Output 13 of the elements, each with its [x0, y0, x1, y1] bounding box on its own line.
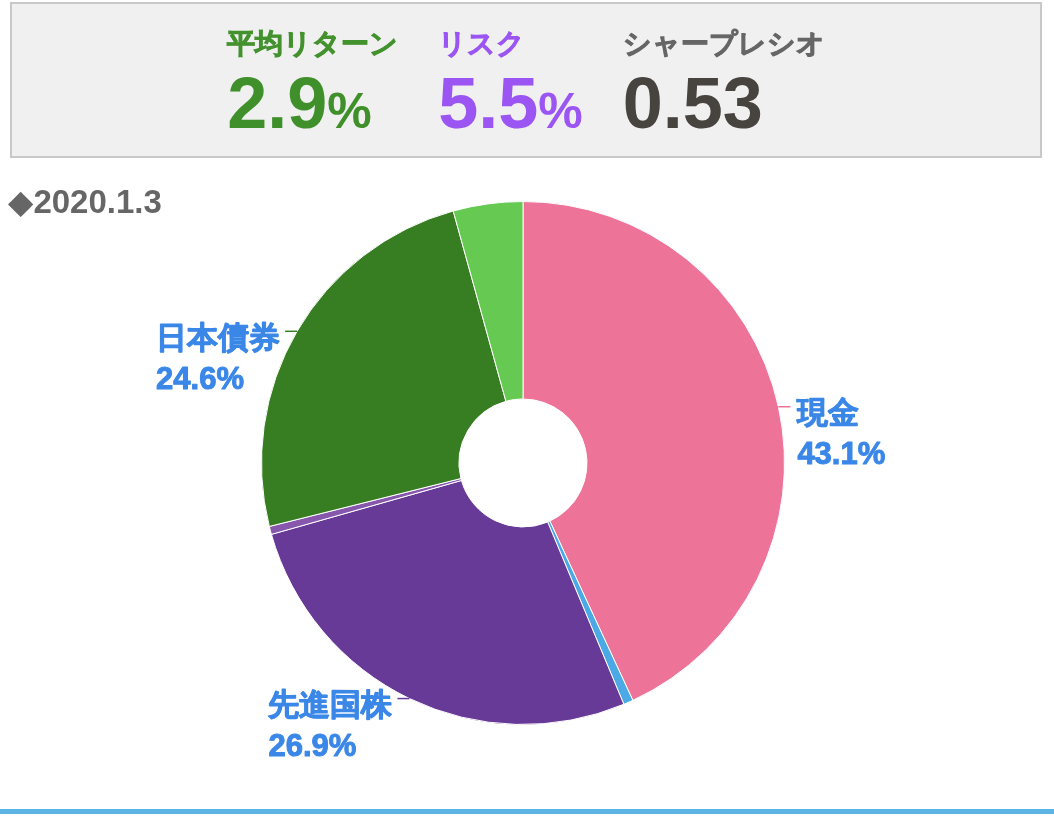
category-label: リスク [438, 27, 526, 61]
text: 0.53 [622, 63, 763, 143]
text: 2.9% [227, 63, 372, 143]
slice-label: 現金 [796, 395, 860, 431]
category-label: 平均リターン [227, 27, 399, 61]
data-label: 26.9% [268, 728, 357, 764]
slice-label: 日本債券 [156, 319, 281, 355]
data-label: 24.6% [156, 360, 244, 396]
category-label: シャープレシオ [622, 27, 825, 61]
text: 5.5% [438, 63, 583, 143]
chart-title: ◆2020.1.3 [8, 182, 162, 221]
data-label: 43.1% [797, 436, 886, 472]
slice-label: 先進国株 [267, 687, 394, 723]
